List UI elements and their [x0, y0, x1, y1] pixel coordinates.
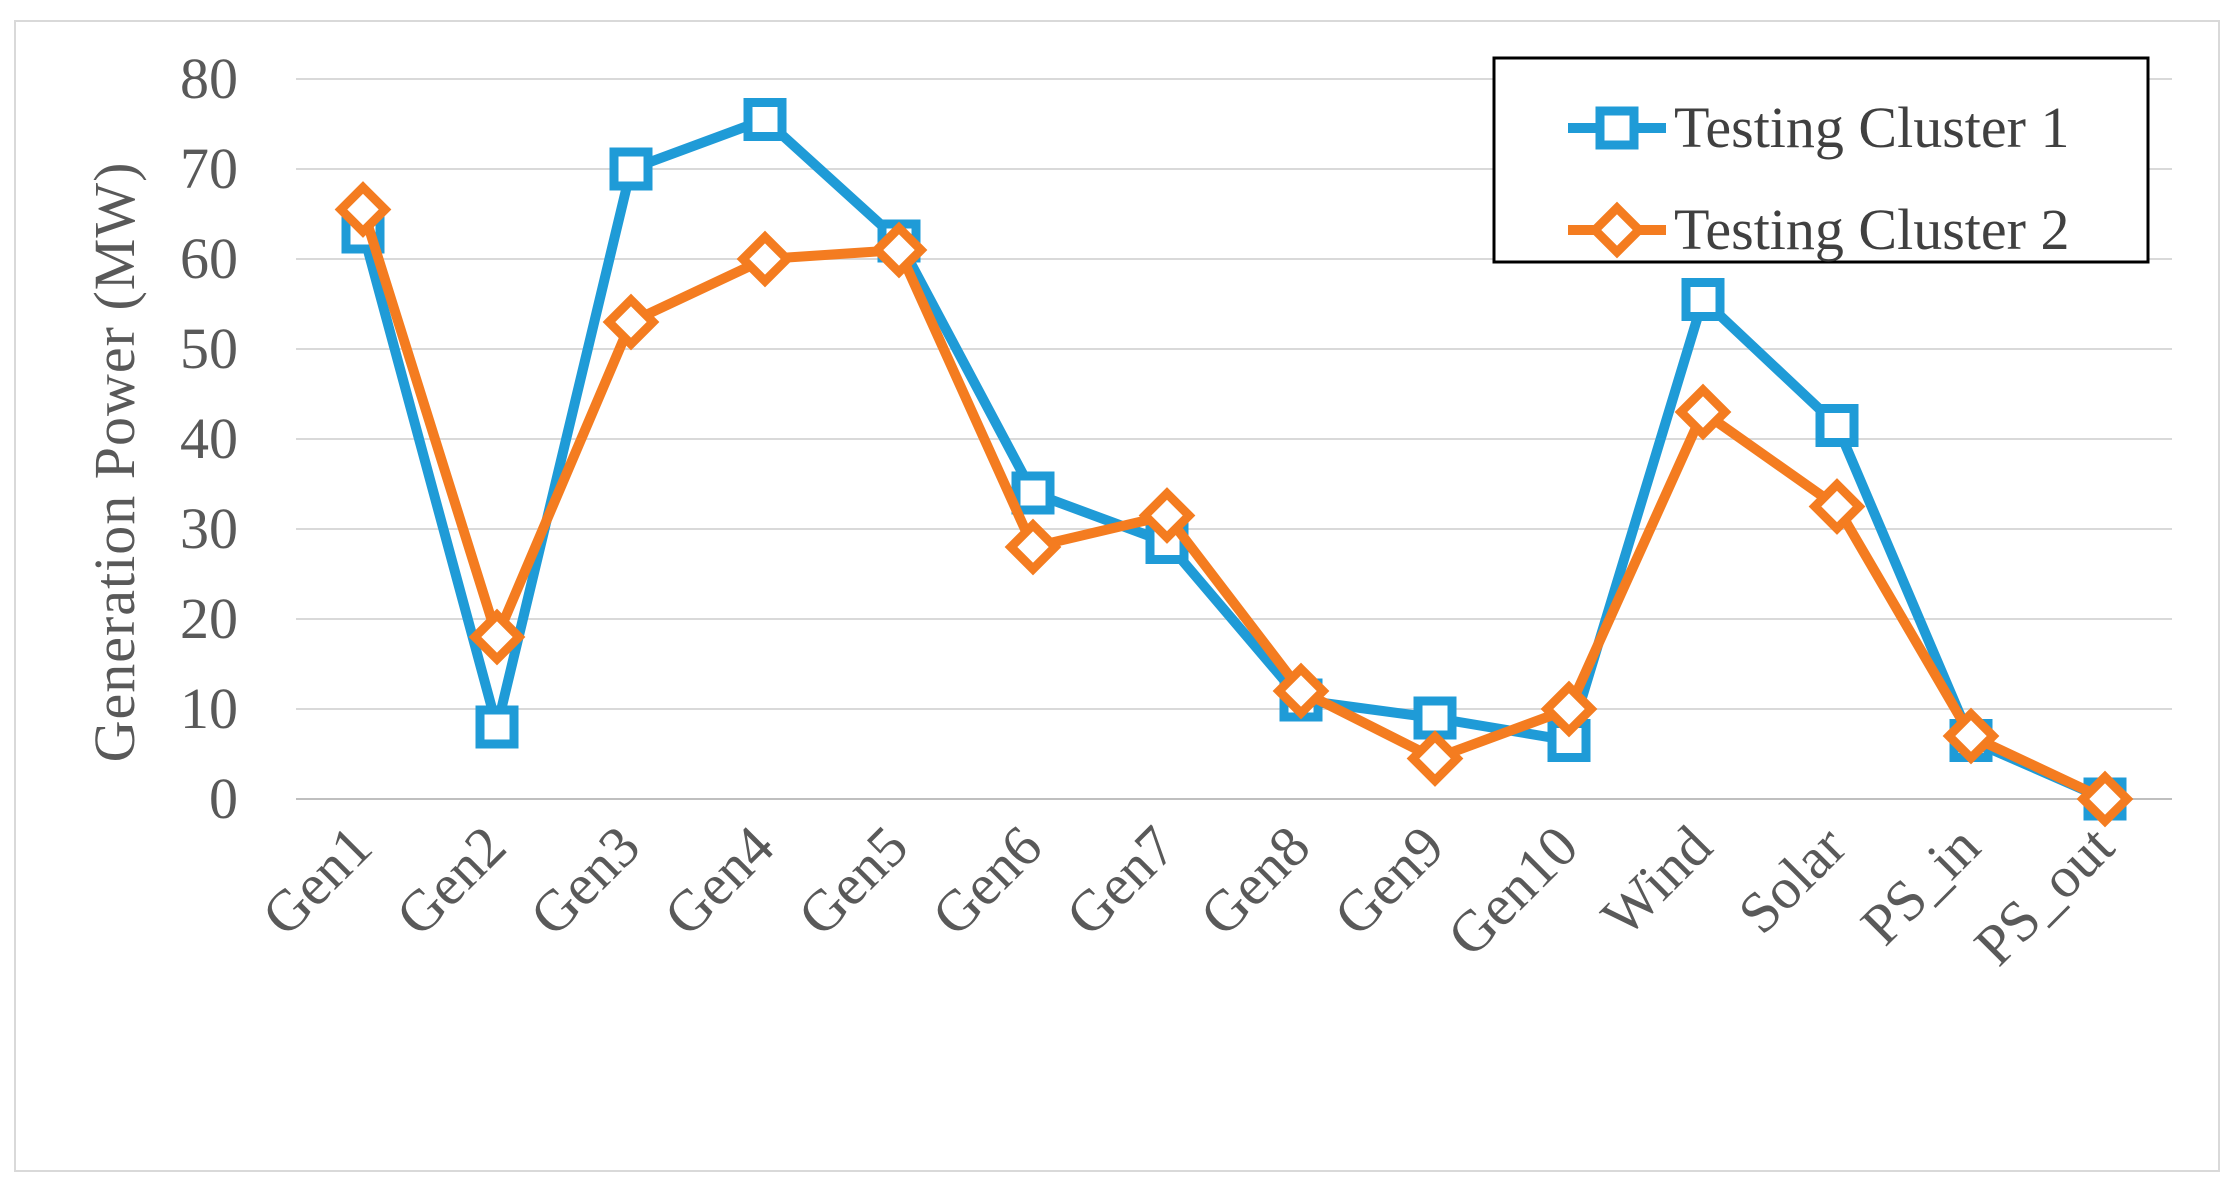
series-line: [358, 114, 2110, 804]
data-point-square: [1011, 471, 1055, 515]
data-point-diamond: [334, 181, 392, 238]
x-tick-label: Gen1: [249, 813, 384, 948]
y-tick-label: 80: [180, 46, 238, 111]
y-axis-title: Generation Power (MW): [82, 162, 147, 763]
x-tick-label: Gen7: [1053, 813, 1188, 948]
x-tick-label: Gen6: [919, 813, 1054, 948]
data-point-square: [1547, 719, 1591, 762]
x-tick-label: PS_out: [1962, 813, 2127, 978]
legend-entry: Testing Cluster 1: [1568, 95, 2069, 160]
data-point-square: [1815, 404, 1859, 447]
x-tick-label: Gen5: [785, 813, 920, 948]
legend: Testing Cluster 1 Testing Cluster 2: [1492, 56, 2150, 264]
x-tick-label: Gen3: [517, 813, 652, 948]
x-tick-label: Solar: [1726, 813, 1859, 946]
y-tick-label: 60: [180, 226, 238, 291]
legend-marker: [1595, 106, 1639, 150]
data-point-diamond: [1004, 518, 1062, 576]
data-point-diamond: [870, 221, 928, 279]
data-point-square: [475, 705, 519, 749]
x-tick-label: Gen8: [1187, 813, 1322, 948]
series-lines: [334, 98, 2134, 828]
y-tick-label: 40: [180, 406, 238, 471]
data-point-diamond: [468, 608, 526, 666]
legend-entries: Testing Cluster 1 Testing Cluster 2: [1568, 95, 2069, 262]
data-point-square: [1681, 278, 1725, 321]
series-2: [334, 181, 2134, 828]
y-tick-label: 30: [180, 496, 238, 561]
data-point-diamond: [1674, 383, 1732, 441]
legend-marker: [1588, 201, 1646, 259]
x-tick-label: Wind: [1589, 813, 1724, 948]
data-point-diamond: [602, 293, 660, 351]
data-point-diamond: [1138, 487, 1196, 544]
legend-label: Testing Cluster 1: [1674, 95, 2069, 160]
data-point-square: [1413, 696, 1457, 740]
y-tick-label: 50: [180, 316, 238, 381]
y-tick-label: 20: [180, 586, 238, 651]
chart-frame: 0 10 20 30 40 50 60 70 80 Gen1 Gen2 Gen3 Gen4 Gen5 Ge…: [14, 20, 2220, 1172]
legend-label: Testing Cluster 2: [1674, 197, 2069, 262]
x-tick-label: Gen2: [383, 813, 518, 948]
data-point-diamond: [1942, 707, 2000, 765]
y-tick-label: 70: [180, 136, 238, 201]
data-point-diamond: [2076, 770, 2134, 828]
data-point-diamond: [1540, 680, 1598, 738]
series-line: [358, 204, 2110, 804]
x-tick-labels: Gen1 Gen2 Gen3 Gen4 Gen5 Gen6 Gen7 Gen8 Gen9Gen1…: [249, 813, 2126, 978]
y-tick-labels: 0 10 20 30 40 50 60 70 80: [180, 46, 238, 831]
legend-entry: Testing Cluster 2: [1568, 197, 2069, 262]
data-point-diamond: [1808, 478, 1866, 535]
x-tick-label: Gen4: [651, 813, 786, 948]
data-point-diamond: [736, 230, 794, 288]
data-point-diamond: [1406, 730, 1464, 787]
data-point-square: [743, 98, 787, 141]
y-tick-label: 0: [209, 766, 238, 831]
data-point-diamond: [1272, 662, 1330, 720]
x-tick-label: Gen9: [1321, 813, 1456, 948]
x-tick-label: Gen10: [1435, 813, 1590, 968]
data-point-square: [609, 147, 653, 191]
y-tick-label: 10: [180, 676, 238, 741]
